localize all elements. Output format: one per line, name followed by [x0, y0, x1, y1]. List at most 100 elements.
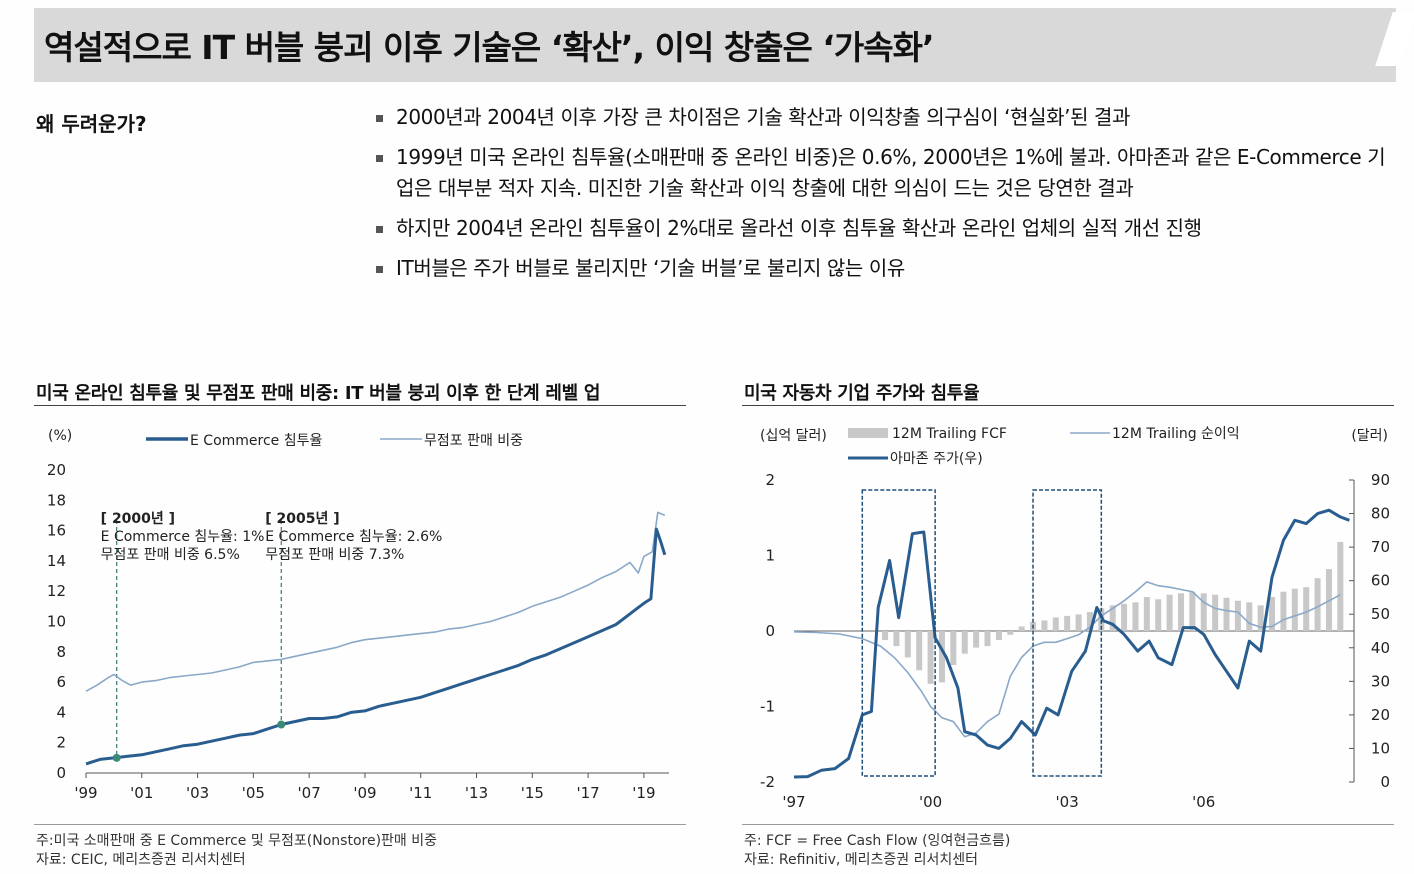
left-annotation-text: E Commerce 침누율: 2.6%	[265, 529, 442, 545]
left-x-tick-label: '11	[409, 784, 432, 802]
right-fcf-bar	[1212, 594, 1219, 631]
right-x-tick-label: '06	[1192, 793, 1215, 811]
right-fcf-bar	[1064, 615, 1071, 631]
right-fcf-bar	[1075, 614, 1082, 631]
left-x-tick-label: '03	[186, 784, 209, 802]
right-x-tick-label: '00	[919, 793, 942, 811]
right-fcf-bar	[1121, 603, 1128, 631]
left-x-tick-label: '01	[130, 784, 153, 802]
left-y-tick-label: 0	[56, 764, 66, 782]
right-x-tick-label: '03	[1056, 793, 1079, 811]
left-series-line	[85, 511, 666, 692]
left-y-tick-label: 16	[47, 522, 66, 540]
left-x-tick-label: '99	[74, 784, 97, 802]
bullet-item: 1999년 미국 온라인 침투율(소매판매 중 온라인 비중)은 0.6%, 2…	[376, 142, 1386, 204]
left-chart-top-rule	[34, 405, 686, 406]
right-right-unit-label: (달러)	[1351, 428, 1388, 444]
right-right-tick-label: 40	[1371, 639, 1390, 657]
right-chart-bottom-rule	[742, 824, 1394, 825]
right-right-tick-label: 30	[1371, 672, 1390, 690]
right-right-tick-label: 0	[1380, 773, 1390, 791]
left-y-tick-label: 10	[47, 613, 66, 631]
right-fcf-bar	[1041, 620, 1048, 631]
right-right-tick-label: 60	[1371, 572, 1390, 590]
right-fcf-bar	[1257, 605, 1264, 631]
left-x-tick-label: '15	[521, 784, 544, 802]
right-fcf-bar	[1177, 593, 1184, 631]
left-y-tick-label: 20	[47, 461, 66, 479]
right-fcf-bar	[1189, 591, 1196, 631]
bullet-item: 하지만 2004년 온라인 침투율이 2%대로 올라선 이후 침투율 확산과 온…	[376, 213, 1386, 244]
right-left-tick-label: 0	[765, 622, 775, 640]
right-fcf-bar	[904, 631, 911, 658]
left-y-tick-label: 6	[56, 673, 66, 691]
bullet-item: 2000년과 2004년 이후 가장 큰 차이점은 기술 확산과 이익창출 의구…	[376, 102, 1386, 133]
right-fcf-bar	[1086, 612, 1093, 631]
right-fcf-bar	[961, 631, 968, 654]
left-y-tick-label: 4	[56, 703, 66, 721]
right-fcf-bar	[984, 631, 991, 647]
right-fcf-bar	[1269, 597, 1276, 631]
right-fcf-bar	[916, 631, 923, 671]
right-legend-swatch	[848, 428, 888, 438]
right-fcf-bar	[1303, 587, 1310, 631]
right-net-income-line	[793, 580, 1341, 738]
intro-question: 왜 두려운가?	[36, 112, 147, 136]
right-legend-label: 12M Trailing FCF	[892, 426, 1007, 442]
right-fcf-bar	[1109, 605, 1116, 631]
right-fcf-bar	[882, 631, 889, 641]
left-annotation-marker	[112, 753, 121, 762]
right-fcf-bar	[927, 631, 934, 684]
left-annotation-text: [ 2005년 ]	[265, 511, 339, 527]
right-fcf-bar	[1132, 602, 1139, 631]
bullet-list: 2000년과 2004년 이후 가장 큰 차이점은 기술 확산과 이익창출 의구…	[376, 102, 1386, 293]
right-fcf-bar	[1052, 617, 1059, 631]
right-left-tick-label: -1	[760, 698, 775, 716]
left-x-tick-label: '05	[242, 784, 265, 802]
left-x-tick-label: '13	[465, 784, 488, 802]
left-y-tick-label: 2	[56, 734, 66, 752]
left-x-tick-label: '19	[632, 784, 655, 802]
right-fcf-bar	[1234, 600, 1241, 631]
left-chart-source: 자료: CEIC, 메리츠증권 리서치센터	[36, 852, 246, 868]
right-chart: (십억 달러) (달러) 12M Trailing FCF 12M Trailing …	[760, 426, 1390, 811]
left-chart-footnote: 주:미국 소매판매 중 E Commerce 및 무점포(Nonstore)판매…	[36, 833, 438, 849]
right-chart-footnote: 주: FCF = Free Cash Flow (잉여현금흐름)	[744, 833, 1011, 849]
right-fcf-bar	[1007, 631, 1014, 635]
left-legend-label: E Commerce 침투율	[190, 433, 322, 449]
left-legend-label: 무점포 판매 비중	[424, 433, 523, 449]
right-fcf-bar	[1291, 588, 1298, 631]
right-left-tick-label: 1	[765, 547, 775, 565]
left-chart-bottom-rule	[34, 824, 686, 825]
right-chart-top-rule	[742, 405, 1394, 406]
left-annotation-text: E Commerce 침누율: 1%	[101, 529, 265, 545]
left-series-line	[85, 527, 667, 766]
right-fcf-bar	[1280, 591, 1287, 631]
right-right-tick-label: 90	[1371, 471, 1390, 489]
page-title: 역설적으로 IT 버블 붕괴 이후 기술은 ‘확산’, 이익 창출은 ‘가속화’	[44, 28, 935, 67]
right-x-tick-label: '97	[782, 793, 805, 811]
right-right-tick-label: 70	[1371, 538, 1390, 556]
right-fcf-bar	[1155, 599, 1162, 631]
right-highlight-box	[1032, 489, 1103, 777]
left-x-tick-label: '17	[576, 784, 599, 802]
right-fcf-bar	[938, 631, 945, 683]
right-fcf-bar	[1223, 597, 1230, 631]
left-annotation-text: 무점포 판매 비중 6.5%	[101, 547, 240, 563]
right-highlight-box	[861, 489, 936, 777]
left-y-unit-label: (%)	[48, 428, 72, 444]
left-chart-title: 미국 온라인 침투율 및 무점포 판매 비중: IT 버블 붕괴 이후 한 단계…	[36, 383, 601, 404]
right-legend-label: 12M Trailing 순이익	[1112, 426, 1240, 442]
bullet-item: IT버블은 주가 버블로 불리지만 ‘기술 버블’로 불리지 않는 이유	[376, 253, 1386, 284]
right-legend-label: 아마존 주가(우)	[890, 451, 983, 467]
right-amazon-price-line	[793, 508, 1350, 779]
right-fcf-bar	[1246, 602, 1253, 631]
right-chart-source: 자료: Refinitiv, 메리츠증권 리서치센터	[744, 852, 979, 868]
right-fcf-bar	[1314, 578, 1321, 631]
right-right-tick-label: 50	[1371, 605, 1390, 623]
right-fcf-bar	[973, 631, 980, 648]
left-chart: (%)20181614121086420'99'01'03'05'07'09'1…	[47, 428, 669, 802]
left-x-tick-label: '09	[353, 784, 376, 802]
right-right-tick-label: 10	[1371, 739, 1390, 757]
right-fcf-bar	[1200, 593, 1207, 631]
